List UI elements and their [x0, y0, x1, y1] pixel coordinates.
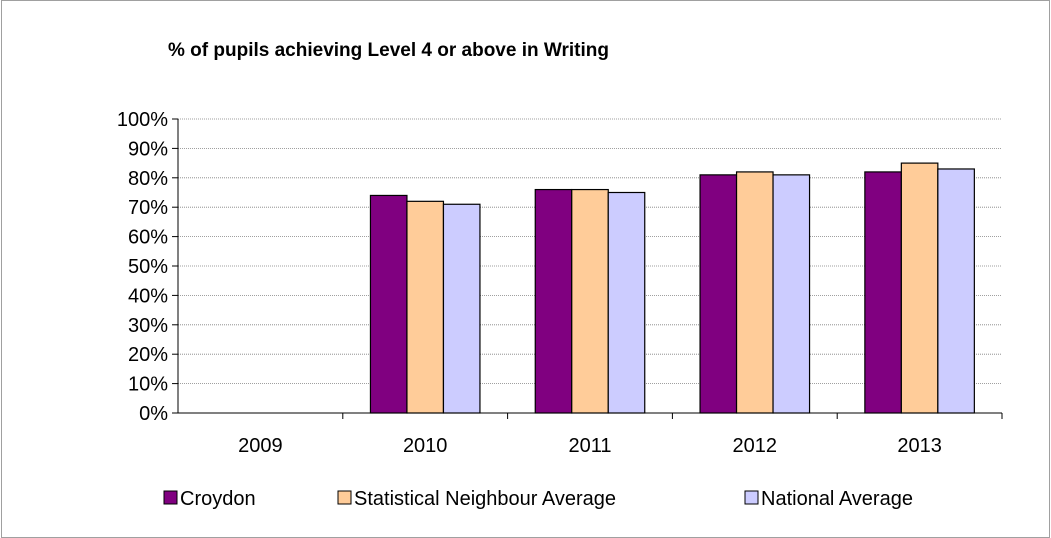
y-tick-label: 30% [128, 315, 168, 337]
bar [699, 174, 738, 414]
y-tick-label: 90% [128, 138, 168, 160]
x-tick-label: 2009 [238, 435, 283, 457]
legend-swatch [163, 490, 178, 505]
y-tick-label: 100% [117, 109, 168, 131]
y-tick-label: 20% [128, 344, 168, 366]
bar [406, 200, 445, 414]
bars [369, 162, 975, 414]
legend: Croydon Statistical Neighbour Average Nati… [163, 488, 913, 510]
bar [937, 168, 975, 414]
x-tick-label: 2012 [733, 435, 778, 457]
x-tick-label: 2010 [403, 435, 448, 457]
x-tick-label: 2011 [568, 435, 611, 457]
bar [607, 191, 646, 414]
bar [772, 174, 811, 414]
y-tick-label: 40% [128, 285, 168, 307]
legend-label: Croydon [180, 488, 256, 510]
bar [900, 162, 939, 414]
bar [735, 171, 774, 414]
y-tick-label: 70% [128, 197, 168, 219]
bar [534, 188, 573, 414]
legend-label: National Average [761, 488, 913, 510]
y-tick-label: 80% [128, 168, 168, 190]
legend-swatch [744, 490, 759, 505]
legend-label: Statistical Neighbour Average [354, 488, 616, 510]
bar [571, 188, 609, 414]
bar [864, 171, 902, 414]
x-tick-label: 2013 [897, 435, 942, 457]
y-tick-label: 60% [128, 227, 168, 249]
chart-title: % of pupils achieving Level 4 or above i… [168, 40, 609, 61]
y-tick-label: 10% [128, 374, 168, 396]
legend-swatch [337, 490, 352, 505]
bar [442, 203, 481, 414]
axes: 0% 10% 20% 30% 40% 50% 60% 70% 80% 90% 100% 2009 201… [117, 109, 1003, 457]
y-tick-label: 0% [139, 403, 168, 425]
bar [369, 194, 408, 414]
y-tick-label: 50% [128, 256, 168, 278]
